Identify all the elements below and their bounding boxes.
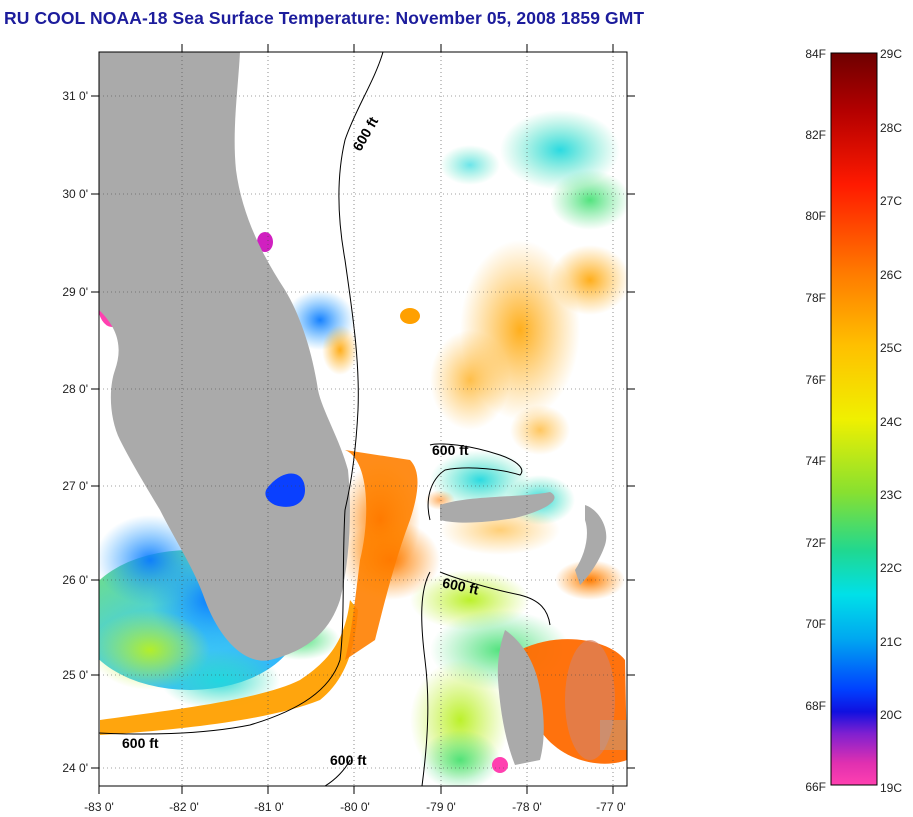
colorbar-f-label: 82F <box>805 128 826 142</box>
colorbar-c-label: 22C <box>880 561 902 575</box>
colorbar-f-label: 74F <box>805 454 826 468</box>
grand-bahama <box>440 492 555 523</box>
colorbar-fahrenheit-labels: 84F 82F 80F 78F 76F 74F 72F 70F 68F 66F <box>805 47 826 794</box>
lake-okeechobee <box>265 473 305 507</box>
colorbar-celsius-labels: 29C 28C 27C 26C 25C 24C 23C 22C 21C 20C … <box>880 47 902 795</box>
contour-label-600ft: 600 ft <box>441 574 480 597</box>
sst-data-layer <box>99 52 627 786</box>
colorbar-c-label: 27C <box>880 194 902 208</box>
abaco <box>575 505 607 585</box>
lon-label: -79 0' <box>426 800 456 814</box>
contour-label-600ft: 600 ft <box>122 735 159 751</box>
lat-label: 24 0' <box>62 761 88 775</box>
map-title: RU COOL NOAA-18 Sea Surface Temperature:… <box>4 8 645 28</box>
longitude-labels: -83 0' -82 0' -81 0' -80 0' -79 0' -78 0… <box>84 800 626 814</box>
colorbar-f-label: 84F <box>805 47 826 61</box>
lon-label: -83 0' <box>84 800 114 814</box>
colorbar-f-label: 72F <box>805 536 826 550</box>
map-border <box>98 51 628 787</box>
lat-label: 28 0' <box>62 382 88 396</box>
lat-label: 27 0' <box>62 479 88 493</box>
lon-label: -81 0' <box>254 800 284 814</box>
lat-label: 29 0' <box>62 285 88 299</box>
colorbar-f-label: 66F <box>805 780 826 794</box>
axis-ticks <box>91 44 635 794</box>
latitude-labels: 31 0' 30 0' 29 0' 28 0' 27 0' 26 0' 25 0… <box>62 89 88 775</box>
colorbar-f-label: 78F <box>805 291 826 305</box>
colorbar-f-label: 80F <box>805 209 826 223</box>
depth-contours <box>98 51 551 787</box>
colorbar-c-label: 24C <box>880 415 902 429</box>
colorbar-f-label: 70F <box>805 617 826 631</box>
contour-label-600ft: 600 ft <box>432 442 469 458</box>
lat-label: 26 0' <box>62 573 88 587</box>
colorbar-c-label: 29C <box>880 47 902 61</box>
lon-label: -78 0' <box>512 800 542 814</box>
florida-landmass <box>99 52 350 661</box>
lon-label: -77 0' <box>596 800 626 814</box>
lon-label: -82 0' <box>169 800 199 814</box>
map-grid <box>99 52 627 786</box>
colorbar-c-label: 28C <box>880 121 902 135</box>
lat-label: 31 0' <box>62 89 88 103</box>
lat-label: 25 0' <box>62 668 88 682</box>
lat-label: 30 0' <box>62 187 88 201</box>
colorbar-c-label: 23C <box>880 488 902 502</box>
colorbar-c-label: 26C <box>880 268 902 282</box>
colorbar <box>830 52 878 786</box>
colorbar-c-label: 20C <box>880 708 902 722</box>
andros-island <box>497 630 544 765</box>
colorbar-c-label: 25C <box>880 341 902 355</box>
colorbar-f-label: 68F <box>805 699 826 713</box>
colorbar-f-label: 76F <box>805 373 826 387</box>
contour-label-600ft: 600 ft <box>330 752 367 768</box>
colorbar-c-label: 21C <box>880 635 902 649</box>
lon-label: -80 0' <box>340 800 370 814</box>
colorbar-c-label: 19C <box>880 781 902 795</box>
